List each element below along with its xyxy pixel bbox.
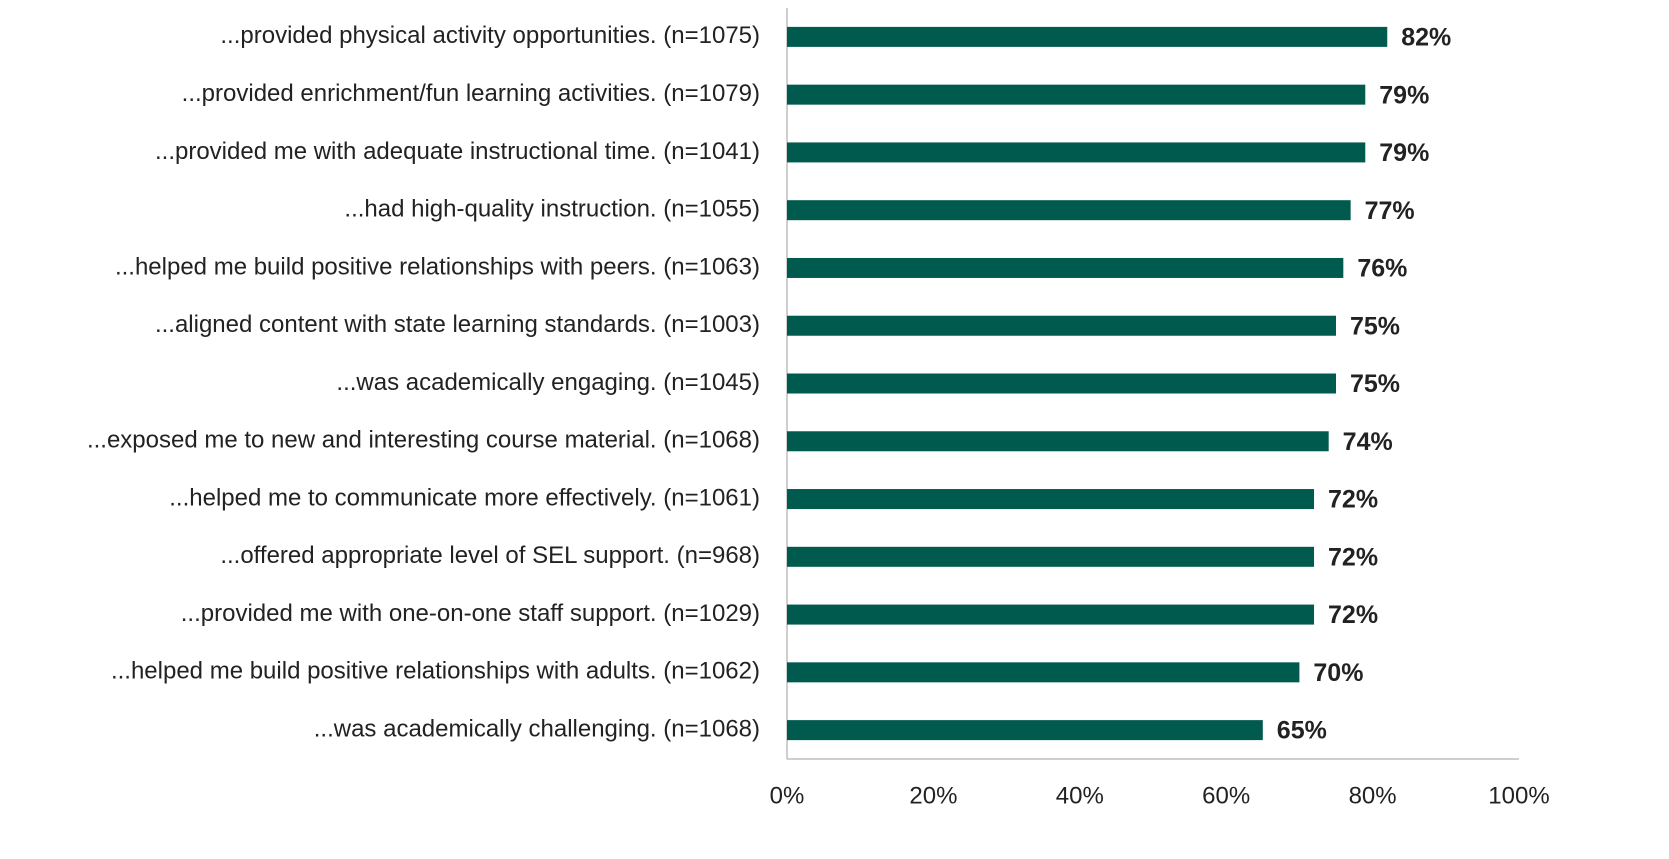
y-tick-label: ...offered appropriate level of SEL supp… [220, 542, 760, 569]
data-label: 79% [1379, 139, 1429, 167]
data-label: 82% [1401, 23, 1451, 51]
bar [787, 720, 1263, 741]
y-tick-label: ...provided me with one-on-one staff sup… [181, 600, 760, 627]
y-tick-label: ...provided physical activity opportunit… [220, 22, 760, 49]
data-label: 75% [1350, 312, 1400, 340]
y-tick-label: ...provided me with adequate instruction… [155, 138, 760, 165]
data-label: 76% [1357, 255, 1407, 283]
x-tick-label: 100% [1488, 782, 1549, 809]
data-label: 70% [1313, 659, 1363, 687]
y-tick-label: ...exposed me to new and interesting cou… [87, 427, 760, 454]
bar [787, 546, 1315, 567]
y-tick-label: ...was academically engaging. (n=1045) [336, 369, 760, 396]
bar [787, 84, 1366, 105]
data-label: 65% [1277, 717, 1327, 745]
bar [787, 315, 1336, 336]
x-tick-label: 20% [909, 782, 957, 809]
x-tick-label: 60% [1202, 782, 1250, 809]
y-tick-label: ...was academically challenging. (n=1068… [314, 715, 760, 742]
data-label: 74% [1343, 428, 1393, 456]
bar [787, 373, 1336, 394]
data-label: 72% [1328, 543, 1378, 571]
bar [787, 662, 1300, 683]
y-tick-label: ...helped me to communicate more effecti… [169, 484, 760, 511]
y-tick-label: ...helped me build positive relationship… [115, 253, 760, 280]
data-label: 72% [1328, 486, 1378, 514]
bar [787, 431, 1329, 452]
data-label: 72% [1328, 601, 1378, 629]
y-tick-label: ...had high-quality instruction. (n=1055… [344, 196, 760, 223]
data-label: 75% [1350, 370, 1400, 398]
bar [787, 604, 1315, 625]
bar [787, 257, 1344, 278]
data-label: 77% [1365, 197, 1415, 225]
x-tick-label: 80% [1349, 782, 1397, 809]
x-tick-label: 0% [770, 782, 805, 809]
bar [787, 489, 1315, 510]
bar [787, 26, 1388, 47]
bar [787, 142, 1366, 163]
y-tick-label: ...aligned content with state learning s… [155, 311, 760, 338]
y-tick-label: ...provided enrichment/fun learning acti… [182, 80, 760, 107]
bar [787, 200, 1351, 221]
data-label: 79% [1379, 81, 1429, 109]
x-tick-label: 40% [1056, 782, 1104, 809]
y-tick-label: ...helped me build positive relationship… [111, 658, 760, 685]
